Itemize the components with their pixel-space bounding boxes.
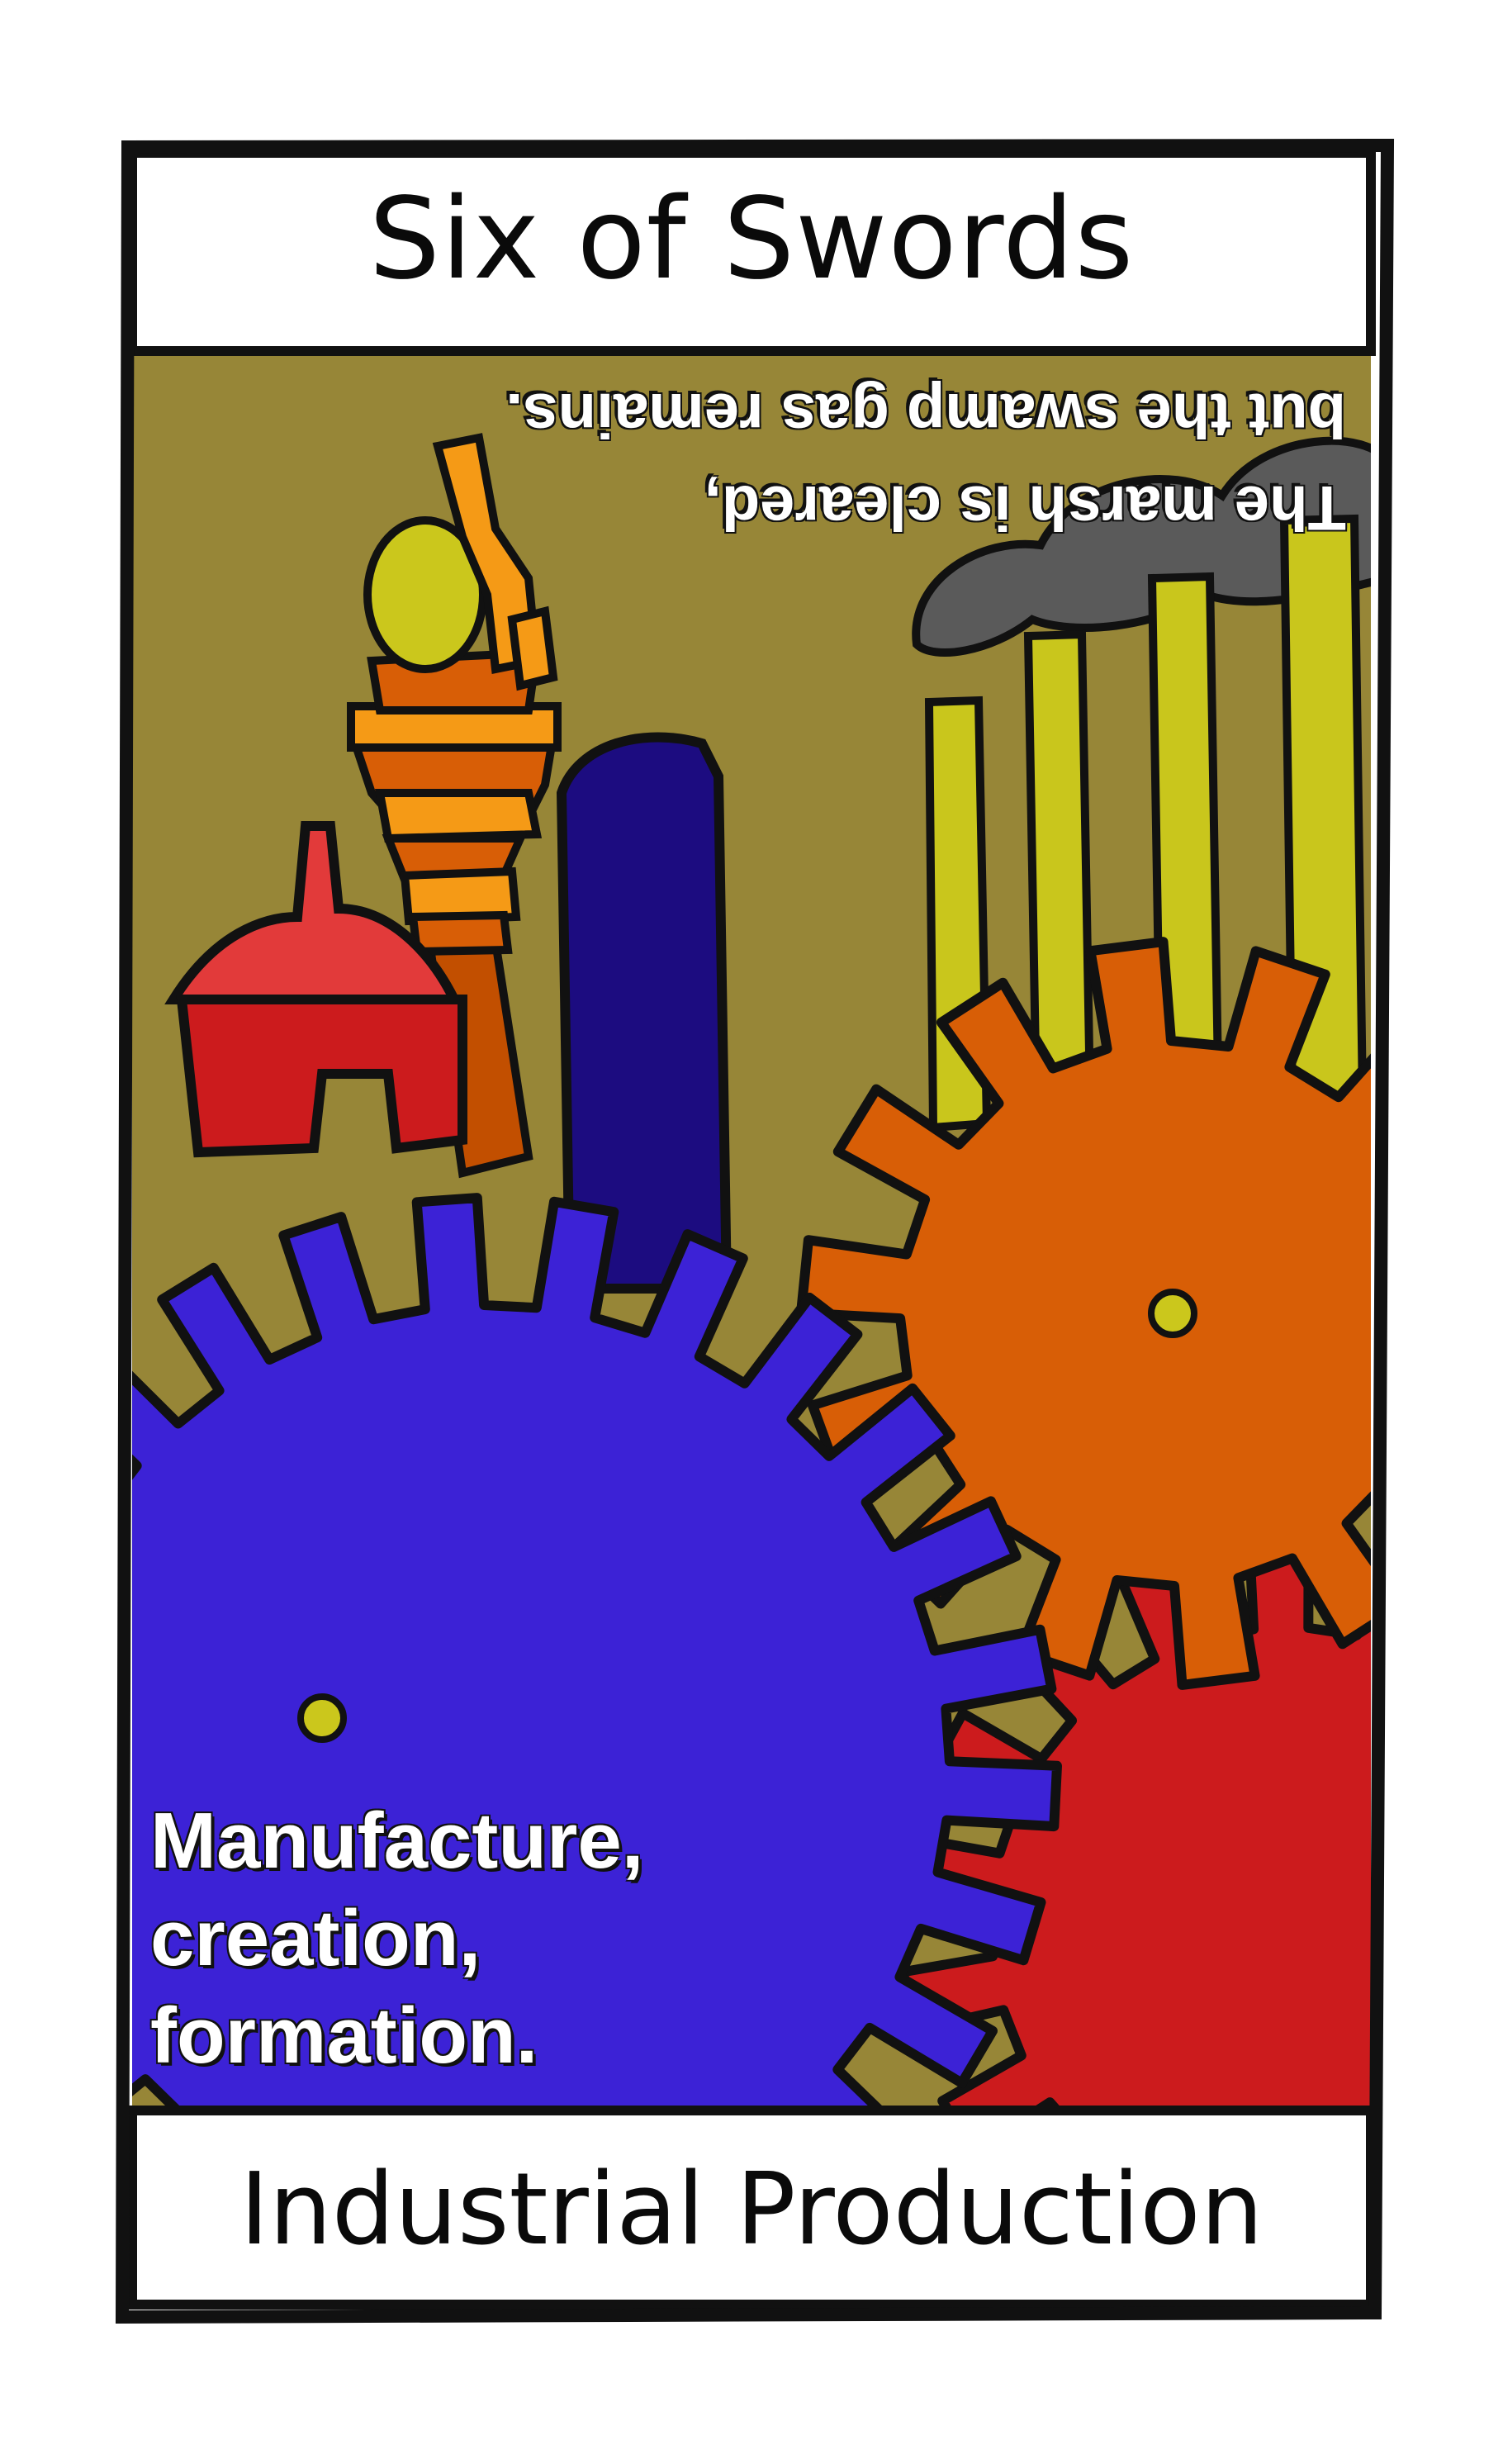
reversed-caption: The marsh is cleared, but the swamp gas … xyxy=(413,363,1346,553)
gear-body xyxy=(132,1193,1062,2110)
gear-axle xyxy=(297,1693,347,1743)
domed-building xyxy=(164,821,467,1158)
card-frame xyxy=(115,138,1395,2324)
reversed-caption-line: The marsh is cleared, xyxy=(704,472,1346,543)
card-title: Six of Swords xyxy=(368,174,1135,305)
card-subtitle: Industrial Production xyxy=(239,2152,1264,2267)
keyword-item: creation, xyxy=(150,1894,481,1982)
reversed-caption-line: but the swamp gas remains. xyxy=(505,380,1346,450)
gear-icon xyxy=(132,1193,1062,2110)
gear-axle xyxy=(1148,1289,1197,1338)
smoke-cloud xyxy=(912,436,1371,657)
tower-icon xyxy=(556,732,733,1294)
title-band xyxy=(127,148,1376,356)
keyword-item: formation. xyxy=(150,1992,538,2080)
gear-body xyxy=(796,937,1371,1690)
keyword-item: Manufacture, xyxy=(150,1797,644,1885)
footer-band xyxy=(127,2106,1376,2310)
gear-icon xyxy=(796,937,1371,1690)
keyword-list: Manufacture, creation, formation. xyxy=(150,1792,728,2090)
tower-icon xyxy=(347,433,562,1179)
